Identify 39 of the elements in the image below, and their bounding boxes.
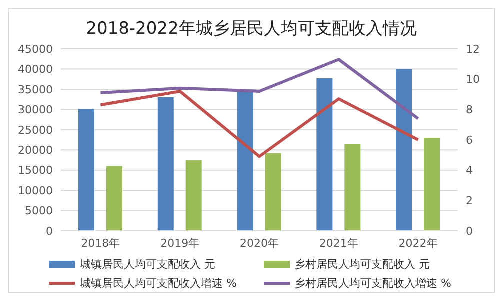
chart-title: 2018-2022年城乡居民人均可支配收入情况 xyxy=(85,18,418,41)
legend-label: 乡村居民人均可支配收入 元 xyxy=(294,257,430,272)
y2-tick-label: 4 xyxy=(466,164,473,178)
y-tick-label: 20000 xyxy=(18,144,53,158)
y-tick-label: 30000 xyxy=(18,104,53,117)
bar xyxy=(237,90,254,231)
bar xyxy=(78,109,94,231)
y-tick-label: 10000 xyxy=(18,184,53,198)
legend-label: 城镇居民人均可支配收入增速 % xyxy=(80,276,237,291)
y2-tick-label: 2 xyxy=(466,194,473,208)
y-tick-label: 25000 xyxy=(18,124,53,137)
legend-label: 城镇居民人均可支配收入 元 xyxy=(80,257,216,272)
y-tick-label: 40000 xyxy=(18,63,53,76)
y-tick-label: 45000 xyxy=(18,42,53,56)
y2-tick-label: 10 xyxy=(466,73,480,86)
bar xyxy=(344,144,361,231)
line-series xyxy=(99,90,420,158)
y2-tick-label: 0 xyxy=(466,224,473,238)
x-tick-label: 2022年 xyxy=(398,236,438,250)
y-tick-label: 35000 xyxy=(18,83,53,96)
line-series xyxy=(99,58,420,120)
bar xyxy=(186,160,202,231)
bar xyxy=(396,69,412,231)
bar xyxy=(424,138,440,231)
x-tick-label: 2019年 xyxy=(160,236,200,250)
legend-label: 乡村居民人均可支配收入增速 % xyxy=(294,276,452,291)
y2-tick-label: 12 xyxy=(466,42,480,56)
y-tick-label: 15000 xyxy=(18,164,53,178)
x-tick-label: 2018年 xyxy=(81,236,120,250)
y2-tick-label: 8 xyxy=(466,104,473,117)
x-tick-label: 2020年 xyxy=(240,236,279,250)
y-tick-label: 0 xyxy=(46,224,53,238)
bar xyxy=(316,78,333,231)
y-tick-label: 5000 xyxy=(25,204,53,218)
y2-tick-label: 6 xyxy=(466,134,473,147)
bar xyxy=(106,166,122,231)
bar xyxy=(158,98,174,231)
bar xyxy=(265,153,282,231)
x-tick-label: 2021年 xyxy=(319,236,358,250)
